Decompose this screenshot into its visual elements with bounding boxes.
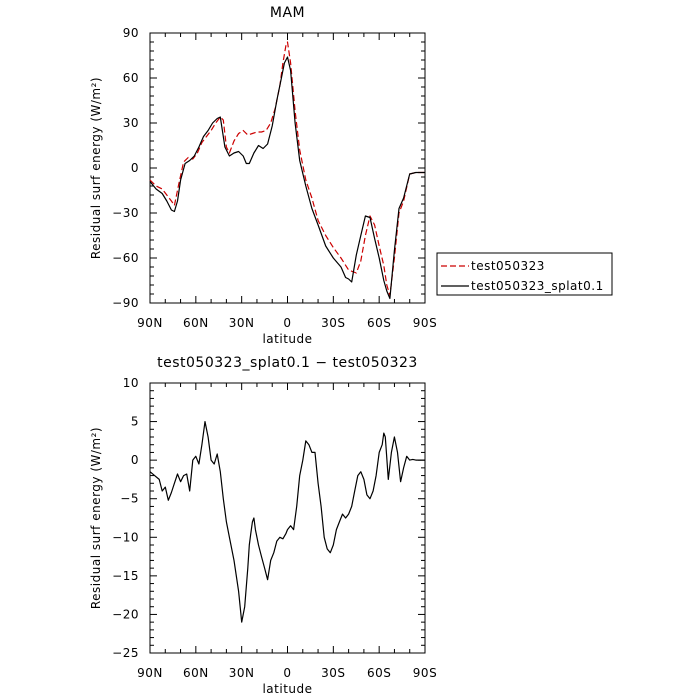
x-axis-title: latitude [262,332,312,346]
series-line-test050323-splat0-1 [149,56,425,300]
y-tick-label: 60 [123,71,139,85]
chart-title: MAM [270,5,305,21]
x-tick-label: 60S [367,316,391,330]
x-tick-label: 60S [367,666,391,680]
x-tick-label: 60N [183,666,209,680]
chart-title: test050323_splat0.1 − test050323 [157,355,418,371]
x-tick-label: 90S [413,666,437,680]
x-tick-label: 90N [137,316,163,330]
y-tick-label: 0 [131,161,139,175]
plot-frame [149,382,426,654]
y-tick-label: 5 [131,415,139,429]
x-tick-label: 60N [183,316,209,330]
y-tick-label: 0 [131,453,139,467]
x-tick-label: 0 [283,316,291,330]
legend-label: test050323 [471,259,545,273]
y-tick-label: −20 [112,607,139,621]
y-axis-title: Residual surf energy (W/m²) [89,427,103,609]
top-chart: MAM 90N 60N 30N 0 30S 60S 90S −90 −60 −30 0 30 60 90 la… [89,5,437,346]
x-tick-label: 30N [229,666,255,680]
x-tick-label: 0 [283,666,291,680]
y-tick-label: −25 [112,646,139,660]
y-tick-label: −10 [112,530,139,544]
y-tick-label: −15 [112,569,139,583]
legend: test050323 test050323_splat0.1 [436,252,613,296]
y-tick-label: 10 [123,376,139,390]
legend-box [436,252,613,296]
x-tick-label: 90S [413,316,437,330]
y-tick-label: −90 [112,296,139,310]
y-tick-label: −30 [112,206,139,220]
legend-label: test050323_splat0.1 [471,279,604,293]
y-tick-label: −60 [112,251,139,265]
plot-frame [149,32,426,304]
y-axis-title: Residual surf energy (W/m²) [89,77,103,259]
x-axis-title: latitude [262,682,312,696]
series-line-test050323 [149,41,425,297]
x-tick-label: 30S [321,666,345,680]
x-tick-label: 90N [137,666,163,680]
y-tick-label: −5 [120,492,139,506]
y-tick-label: 90 [123,26,139,40]
series-line-difference [149,421,425,623]
x-tick-label: 30N [229,316,255,330]
bottom-chart: test050323_splat0.1 − test050323 90N 60N 30… [89,355,437,696]
y-tick-label: 30 [123,116,139,130]
x-tick-label: 30S [321,316,345,330]
